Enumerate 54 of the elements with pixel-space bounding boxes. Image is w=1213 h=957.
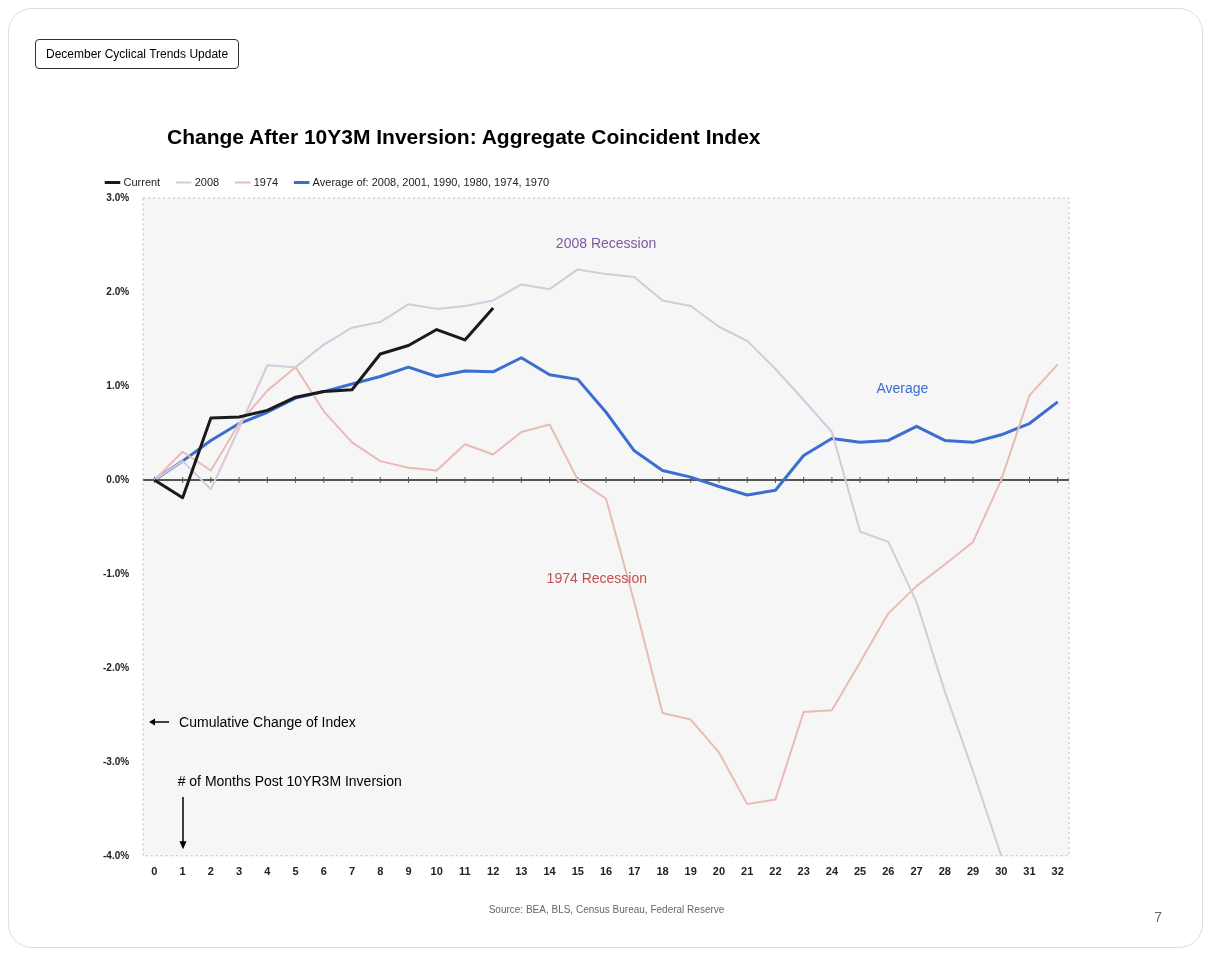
y-axis-title: Cumulative Change of Index: [179, 714, 356, 731]
annotation: 1974 Recession: [546, 570, 648, 587]
annotation: Average: [876, 379, 929, 396]
y-tick-label: -4.0%: [103, 849, 130, 861]
x-tick-label: 2: [207, 865, 214, 878]
y-tick-label: -1.0%: [103, 567, 130, 579]
chart-title: Change After 10Y3M Inversion: Aggregate Coincident Index: [167, 125, 761, 149]
legend-label: Current: [123, 175, 161, 188]
x-tick-label: 26: [882, 865, 895, 878]
x-tick-label: 25: [853, 865, 867, 878]
legend-label: 2008: [194, 175, 220, 188]
x-tick-label: 7: [348, 865, 356, 878]
x-tick-label: 15: [571, 865, 584, 878]
y-tick-label: 2.0%: [106, 285, 130, 297]
x-tick-label: 24: [825, 865, 839, 878]
legend-label: 1974: [253, 175, 279, 188]
x-tick-label: 22: [769, 865, 782, 878]
x-tick-label: 6: [320, 865, 327, 878]
x-axis-title: # of Months Post 10YR3M Inversion: [177, 773, 402, 790]
x-tick-label: 10: [430, 865, 443, 878]
y-tick-label: 1.0%: [106, 379, 130, 391]
x-tick-label: 4: [264, 865, 272, 878]
y-tick-label: 3.0%: [106, 191, 130, 203]
legend-label: Average of: 2008, 2001, 1990, 1980, 1974, 1970: [312, 175, 550, 188]
x-tick-label: 29: [966, 865, 980, 878]
x-tick-label: 17: [628, 865, 641, 878]
chart-subtitle: December Cyclical Trends Update: [35, 39, 240, 69]
x-tick-label: 5: [292, 865, 299, 878]
x-tick-label: 31: [1023, 865, 1036, 878]
x-tick-label: 14: [543, 865, 557, 878]
x-tick-label: 27: [910, 865, 923, 878]
x-tick-label: 13: [515, 865, 528, 878]
x-tick-label: 16: [599, 865, 613, 878]
source-note: Source: BEA, BLS, Census Bureau, Federal Reserve: [488, 904, 725, 915]
x-tick-label: 30: [995, 865, 1008, 878]
x-tick-label: 0: [151, 865, 158, 878]
x-tick-label: 9: [405, 865, 412, 878]
x-tick-label: 20: [712, 865, 726, 878]
x-tick-label: 28: [938, 865, 951, 878]
x-tick-label: 8: [377, 865, 384, 878]
x-tick-label: 11: [459, 865, 471, 878]
x-tick-label: 18: [656, 865, 669, 878]
x-tick-label: 32: [1051, 865, 1064, 878]
x-tick-label: 19: [684, 865, 697, 878]
y-tick-label: -2.0%: [103, 661, 130, 673]
annotation: 2008 Recession: [555, 234, 657, 251]
y-tick-label: 0.0%: [106, 473, 130, 485]
x-tick-label: 1: [179, 865, 186, 878]
x-tick-label: 3: [236, 865, 243, 878]
x-tick-label: 12: [487, 865, 500, 878]
y-tick-label: -3.0%: [103, 755, 130, 767]
x-tick-label: 23: [797, 865, 810, 878]
x-tick-label: 21: [741, 865, 754, 878]
text: 7: [1154, 909, 1162, 925]
